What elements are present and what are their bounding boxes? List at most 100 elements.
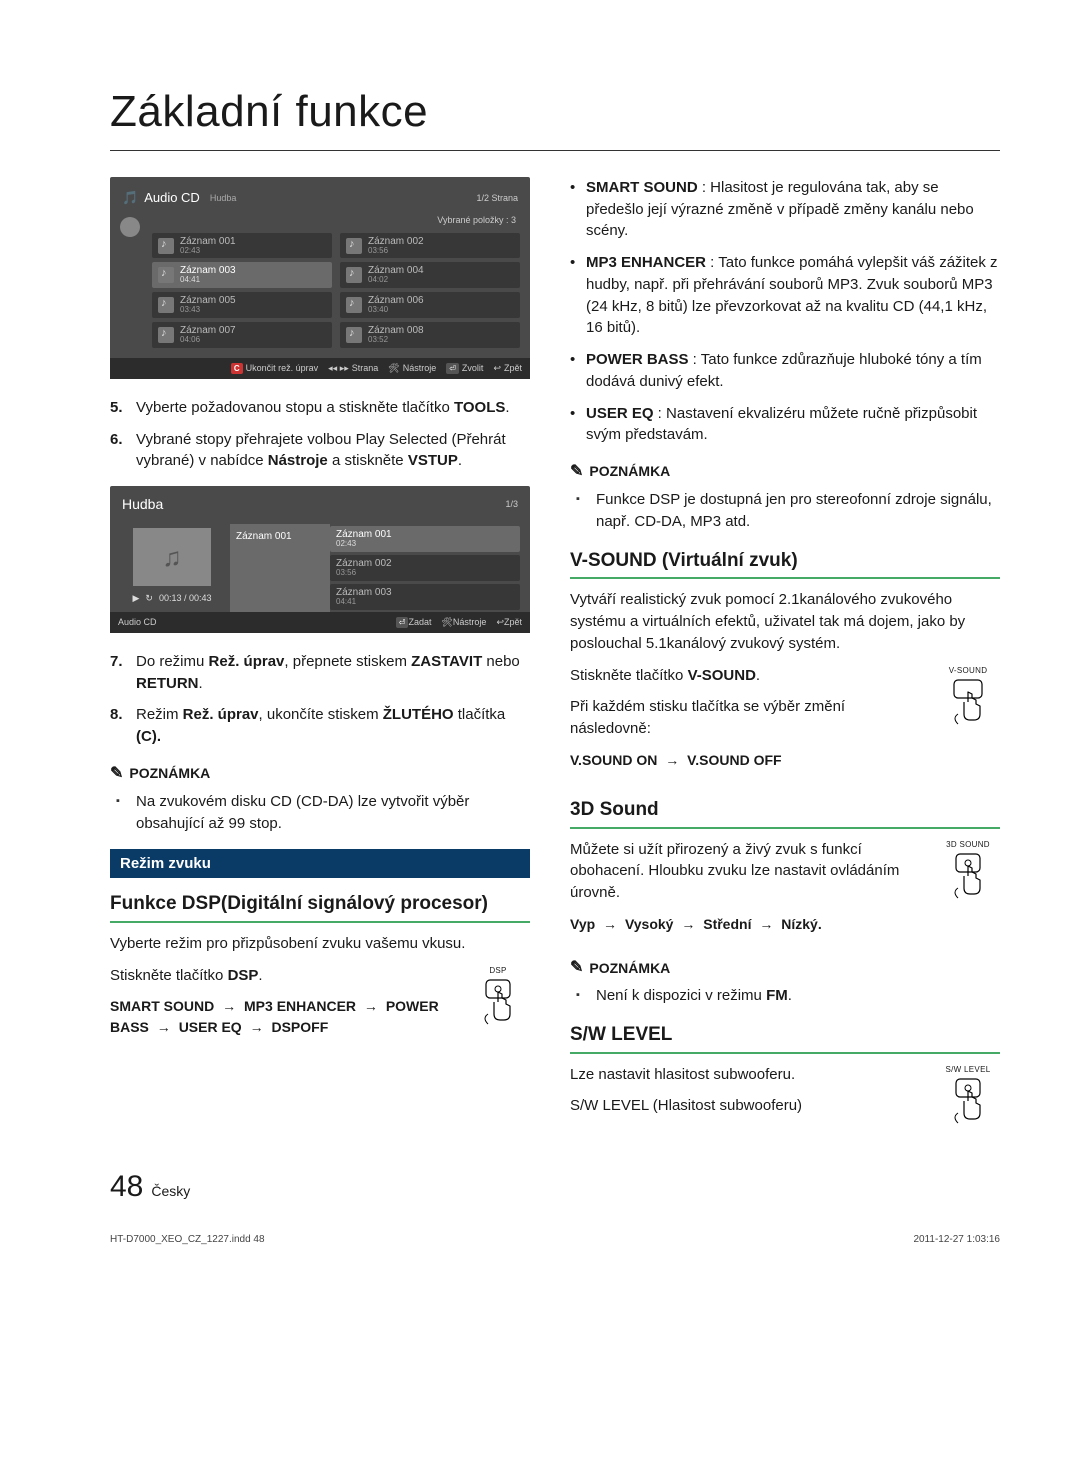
- smart-sound-item: SMART SOUND : Hlasitost je regulována ta…: [570, 177, 1000, 242]
- note-heading: ✎ POZNÁMKA: [110, 762, 530, 785]
- hudba-track-list: Záznam 00102:43 Záznam 00203:56 Záznam 003…: [330, 526, 520, 609]
- print-footer: HT-D7000_XEO_CZ_1227.indd 48 2011-12-27 …: [110, 1233, 1000, 1248]
- hudba-page: 1/3: [505, 498, 518, 511]
- track-item: Záznam 00503:43: [152, 292, 332, 318]
- track-item: Záznam 00603:40: [340, 292, 520, 318]
- dsp-press: Stiskněte tlačítko DSP.: [110, 965, 452, 987]
- note-icon: ✎: [570, 460, 583, 483]
- footer-exit: Ukončit rež. úprav: [246, 362, 319, 375]
- audiocd-selcount: Vybrané položky : 3: [110, 214, 530, 227]
- track-item: Záznam 00203:56: [340, 233, 520, 259]
- 3dsound-intro: Můžete si užít přirozený a živý zvuk s f…: [570, 839, 922, 904]
- note-icon: ✎: [570, 956, 583, 979]
- track-item: Záznam 00102:43: [152, 233, 332, 259]
- audiocd-sub: Hudba: [210, 192, 237, 205]
- enter-icon: ⏎: [446, 363, 459, 375]
- back-icon: ↩: [493, 362, 501, 375]
- tools-icon: 🛠: [388, 362, 399, 375]
- note-heading: ✎ POZNÁMKA: [570, 460, 1000, 483]
- right-column: SMART SOUND : Hlasitost je regulována ta…: [570, 177, 1000, 1137]
- track-item: Záznam 00803:52: [340, 322, 520, 348]
- dsp-sequence: SMART SOUND → MP3 ENHANCER → POWER BASS …: [110, 996, 452, 1037]
- note-list: Není k dispozici v režimu FM.: [570, 985, 1000, 1007]
- swlevel-heading: S/W LEVEL: [570, 1021, 1000, 1054]
- audiocd-page: 1/2 Strana: [476, 192, 518, 205]
- mp3-enhancer-item: MP3 ENHANCER : Tato funkce pomáhá vylepš…: [570, 252, 1000, 339]
- hudba-enter: Zadat: [408, 617, 431, 627]
- hand-press-icon: [474, 978, 522, 1038]
- repeat-icon: ↻: [145, 592, 153, 605]
- step-8: Režim Rež. úprav, ukončíte stiskem ŽLUTÉ…: [110, 704, 530, 748]
- note-list: Na zvukovém disku CD (CD-DA) lze vytvoři…: [110, 791, 530, 835]
- hudba-footer: Audio CD ⏎Zadat 🛠Nástroje ↩Zpět: [110, 612, 530, 633]
- audiocd-footer: CUkončit rež. úprav ◂◂ ▸▸Strana 🛠Nástroj…: [110, 358, 530, 379]
- power-bass-item: POWER BASS : Tato funkce zdůrazňuje hlub…: [570, 349, 1000, 393]
- page-ctrl-icon: ◂◂ ▸▸: [328, 362, 349, 375]
- disc-icon: [120, 217, 140, 237]
- audiocd-screenshot: 🎵 Audio CD Hudba 1/2 Strana Vybrané polo…: [110, 177, 530, 379]
- swlevel-button-drawing: S/W LEVEL: [936, 1064, 1000, 1138]
- section-sound-mode: Režim zvuku: [110, 849, 530, 879]
- hudba-back: Zpět: [504, 617, 522, 627]
- dsp-heading: Funkce DSP(Digitální signálový procesor): [110, 890, 530, 923]
- hand-press-icon: [944, 678, 992, 738]
- audiocd-track-grid: Záznam 00102:43 Záznam 00203:56 Záznam 003…: [110, 227, 530, 358]
- track-item: Záznam 00404:02: [340, 262, 520, 288]
- footer-tools: Nástroje: [403, 362, 437, 375]
- swlevel-line2: S/W LEVEL (Hlasitost subwooferu): [570, 1095, 922, 1117]
- enter-icon: ⏎: [396, 617, 409, 629]
- track-item: Záznam 00203:56: [330, 555, 520, 581]
- vsound-button-drawing: V-SOUND: [936, 665, 1000, 739]
- playback-status: ▶ ↻ 00:13 / 00:43: [132, 592, 211, 605]
- note-item: Funkce DSP je dostupná jen pro stereofon…: [592, 489, 1000, 533]
- hudba-screenshot: Hudba 1/3 ♫ ▶ ↻ 00:13 / 00:43 Záznam 001…: [110, 486, 530, 633]
- track-item: Záznam 00304:41: [330, 584, 520, 610]
- hudba-breadcrumb: Audio CD: [118, 616, 157, 629]
- 3dsound-sequence: Vyp → Vysoký → Střední → Nízký.: [570, 914, 922, 934]
- hudba-tools: Nástroje: [453, 617, 487, 627]
- note-item: Na zvukovém disku CD (CD-DA) lze vytvoři…: [132, 791, 530, 835]
- step-6: Vybrané stopy přehrajete volbou Play Sel…: [110, 429, 530, 473]
- note-icon: ✎: [110, 762, 123, 785]
- steps-5-6: Vyberte požadovanou stopu a stiskněte tl…: [110, 397, 530, 472]
- footer-back: Zpět: [504, 362, 522, 375]
- vsound-heading: V-SOUND (Virtuální zvuk): [570, 547, 1000, 580]
- 3dsound-heading: 3D Sound: [570, 796, 1000, 829]
- page-number: 48: [110, 1165, 143, 1209]
- footer-select: Zvolit: [462, 362, 484, 375]
- hudba-title: Hudba: [122, 494, 163, 514]
- step-7: Do režimu Rež. úprav, přepnete stiskem Z…: [110, 651, 530, 695]
- album-cover-icon: ♫: [133, 528, 211, 586]
- print-file: HT-D7000_XEO_CZ_1227.indd 48: [110, 1233, 265, 1248]
- user-eq-item: USER EQ : Nastavení ekvalizéru můžete ru…: [570, 403, 1000, 447]
- page-footer: 48 Česky: [110, 1165, 1000, 1209]
- track-item: Záznam 00304:41: [152, 262, 332, 288]
- track-item: Záznam 00704:06: [152, 322, 332, 348]
- page-title: Základní funkce: [110, 80, 1000, 151]
- dsp-button-drawing: DSP: [466, 965, 530, 1039]
- hand-press-icon: [944, 852, 992, 912]
- note-list: Funkce DSP je dostupná jen pro stereofon…: [570, 489, 1000, 533]
- vsound-press: Stiskněte tlačítko V-SOUND.: [570, 665, 922, 687]
- track-item: Záznam 00102:43: [330, 526, 520, 552]
- vsound-sequence: V.SOUND ON → V.SOUND OFF: [570, 750, 922, 770]
- hudba-current: Záznam 001: [230, 524, 330, 611]
- c-badge: C: [231, 363, 243, 375]
- steps-7-8: Do režimu Rež. úprav, přepnete stiskem Z…: [110, 651, 530, 748]
- note-item: Není k dispozici v režimu FM.: [592, 985, 1000, 1007]
- swlevel-line1: Lze nastavit hlasitost subwooferu.: [570, 1064, 922, 1086]
- vsound-each: Při každém stisku tlačítka se výběr změn…: [570, 696, 922, 740]
- audiocd-title: Audio CD: [144, 189, 200, 208]
- audiocd-icon: 🎵: [122, 189, 138, 208]
- print-time: 2011-12-27 1:03:16: [913, 1233, 1000, 1248]
- dsp-mode-list: SMART SOUND : Hlasitost je regulována ta…: [570, 177, 1000, 446]
- back-icon: ↩: [496, 617, 504, 627]
- page-language: Česky: [151, 1181, 190, 1201]
- 3dsound-button-drawing: 3D SOUND: [936, 839, 1000, 913]
- note-heading: ✎ POZNÁMKA: [570, 956, 1000, 979]
- play-icon: ▶: [132, 592, 139, 605]
- vsound-intro: Vytváří realistický zvuk pomocí 2.1kanál…: [570, 589, 1000, 654]
- dsp-intro: Vyberte režim pro přizpůsobení zvuku vaš…: [110, 933, 530, 955]
- hand-press-icon: [944, 1077, 992, 1137]
- tools-icon: 🛠: [441, 617, 452, 627]
